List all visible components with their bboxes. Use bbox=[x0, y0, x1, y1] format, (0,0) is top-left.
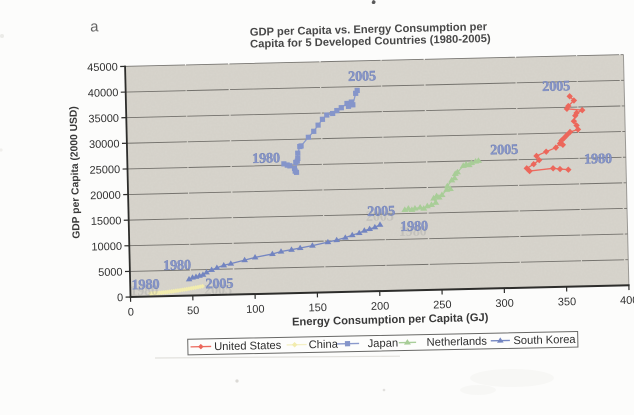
svg-text:35000: 35000 bbox=[88, 113, 119, 126]
svg-text:1980: 1980 bbox=[130, 283, 158, 300]
svg-text:2005: 2005 bbox=[542, 78, 570, 95]
svg-text:2005: 2005 bbox=[490, 142, 518, 159]
svg-text:1980: 1980 bbox=[400, 218, 428, 235]
svg-text:400: 400 bbox=[620, 295, 634, 307]
svg-text:1980: 1980 bbox=[399, 223, 427, 240]
svg-text:1980: 1980 bbox=[131, 277, 159, 294]
svg-text:China: China bbox=[309, 339, 339, 352]
svg-text:Netherlands: Netherlands bbox=[427, 336, 488, 349]
svg-text:0: 0 bbox=[128, 307, 134, 319]
svg-text:2005: 2005 bbox=[367, 203, 395, 220]
svg-text:1980: 1980 bbox=[252, 150, 280, 167]
svg-text:300: 300 bbox=[495, 298, 514, 310]
svg-text:a: a bbox=[90, 18, 99, 35]
svg-text:Energy Consumption per Capita: Energy Consumption per Capita (GJ) bbox=[292, 312, 489, 329]
svg-text:2005: 2005 bbox=[366, 208, 394, 225]
svg-text:150: 150 bbox=[308, 302, 327, 314]
svg-text:Capita for 5 Developed Countri: Capita for 5 Developed Countries (1980-2… bbox=[250, 33, 491, 51]
svg-text:250: 250 bbox=[433, 299, 452, 311]
svg-text:5000: 5000 bbox=[98, 266, 123, 279]
svg-text:2005: 2005 bbox=[205, 276, 233, 293]
svg-text:Japan: Japan bbox=[368, 337, 399, 350]
svg-text:GDP per Capita (2000 USD): GDP per Capita (2000 USD) bbox=[68, 106, 82, 239]
svg-text:25000: 25000 bbox=[89, 164, 120, 177]
svg-text:1980: 1980 bbox=[584, 151, 612, 168]
svg-text:GDP per Capita vs. Energy Cons: GDP per Capita vs. Energy Consumption pe… bbox=[250, 21, 488, 39]
svg-text:South Korea: South Korea bbox=[513, 334, 576, 347]
svg-text:45000: 45000 bbox=[87, 61, 118, 74]
svg-text:United States: United States bbox=[214, 340, 282, 353]
svg-text:2005: 2005 bbox=[348, 68, 376, 85]
svg-text:350: 350 bbox=[558, 296, 577, 308]
svg-text:20000: 20000 bbox=[90, 190, 121, 203]
svg-text:15000: 15000 bbox=[91, 215, 122, 228]
svg-text:2005: 2005 bbox=[204, 282, 232, 299]
svg-text:50: 50 bbox=[187, 305, 200, 317]
svg-text:1980: 1980 bbox=[163, 257, 191, 274]
svg-text:0: 0 bbox=[117, 292, 123, 304]
svg-text:10000: 10000 bbox=[91, 241, 122, 254]
svg-text:30000: 30000 bbox=[89, 138, 120, 151]
svg-text:40000: 40000 bbox=[88, 87, 119, 100]
svg-text:100: 100 bbox=[246, 303, 265, 315]
svg-text:200: 200 bbox=[371, 301, 390, 313]
